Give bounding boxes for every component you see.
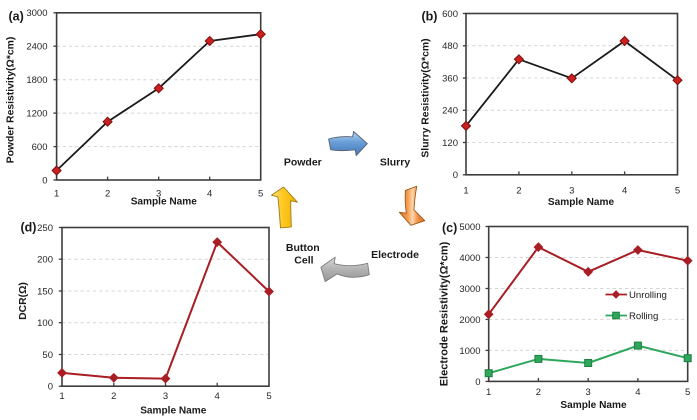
- svg-text:4: 4: [622, 185, 627, 196]
- svg-text:Electrode: Electrode: [371, 249, 419, 261]
- svg-text:1800: 1800: [26, 75, 47, 86]
- svg-text:Powder Resistivity(Ω*cm): Powder Resistivity(Ω*cm): [6, 37, 17, 164]
- svg-text:Rolling: Rolling: [629, 311, 658, 322]
- svg-text:1: 1: [463, 185, 468, 196]
- svg-text:600: 600: [32, 142, 48, 153]
- svg-text:Powder: Powder: [284, 157, 322, 169]
- svg-text:2000: 2000: [459, 315, 480, 326]
- svg-text:50: 50: [42, 350, 53, 361]
- svg-text:2: 2: [536, 387, 541, 398]
- svg-text:2: 2: [105, 189, 110, 200]
- svg-text:5: 5: [685, 387, 690, 398]
- svg-text:1: 1: [59, 391, 64, 402]
- svg-text:100: 100: [37, 318, 53, 329]
- svg-text:Electrode Resistivity(Ω*cm): Electrode Resistivity(Ω*cm): [438, 241, 450, 386]
- svg-text:5: 5: [258, 189, 263, 200]
- svg-text:4000: 4000: [459, 253, 480, 264]
- svg-text:4: 4: [215, 391, 220, 402]
- svg-text:150: 150: [37, 286, 53, 297]
- svg-text:1200: 1200: [26, 109, 47, 120]
- svg-text:2: 2: [111, 391, 116, 402]
- svg-text:3: 3: [569, 185, 574, 196]
- svg-text:5: 5: [675, 185, 680, 196]
- svg-text:600: 600: [442, 9, 458, 20]
- svg-text:(d): (d): [21, 221, 37, 235]
- svg-text:Slurry: Slurry: [380, 157, 411, 169]
- svg-text:250: 250: [37, 223, 53, 234]
- svg-text:3: 3: [156, 189, 161, 200]
- svg-text:0: 0: [475, 377, 480, 388]
- svg-text:2400: 2400: [26, 42, 47, 53]
- svg-text:DCR(Ω): DCR(Ω): [18, 282, 29, 320]
- svg-text:Button: Button: [286, 242, 320, 254]
- svg-text:3: 3: [586, 387, 591, 398]
- svg-text:Cell: Cell: [294, 255, 313, 267]
- svg-text:3000: 3000: [459, 284, 480, 295]
- svg-text:0: 0: [48, 382, 53, 393]
- svg-text:(c): (c): [442, 221, 457, 235]
- svg-text:Sample Name: Sample Name: [560, 400, 627, 411]
- svg-text:(a): (a): [9, 10, 24, 24]
- svg-text:1: 1: [54, 189, 59, 200]
- svg-text:Unrolling: Unrolling: [629, 290, 667, 301]
- svg-text:480: 480: [442, 41, 458, 52]
- svg-text:Sample Name: Sample Name: [548, 197, 615, 208]
- svg-text:(b): (b): [422, 10, 438, 24]
- svg-text:Sample Name: Sample Name: [140, 405, 207, 416]
- svg-text:5: 5: [266, 391, 271, 402]
- svg-text:5000: 5000: [459, 222, 480, 233]
- svg-text:1: 1: [486, 387, 491, 398]
- svg-text:Slurry Resistivity(Ω*cm): Slurry Resistivity(Ω*cm): [420, 38, 431, 157]
- svg-text:Sample Name: Sample Name: [131, 197, 198, 208]
- svg-text:2: 2: [516, 185, 521, 196]
- svg-text:3000: 3000: [26, 8, 47, 19]
- svg-text:4: 4: [207, 189, 212, 200]
- svg-text:120: 120: [442, 138, 458, 149]
- svg-text:240: 240: [442, 106, 458, 117]
- svg-text:200: 200: [37, 255, 53, 266]
- svg-text:0: 0: [453, 170, 458, 181]
- svg-text:3: 3: [163, 391, 168, 402]
- svg-text:1000: 1000: [459, 346, 480, 357]
- svg-text:0: 0: [42, 175, 47, 186]
- svg-text:4: 4: [635, 387, 640, 398]
- svg-text:360: 360: [442, 73, 458, 84]
